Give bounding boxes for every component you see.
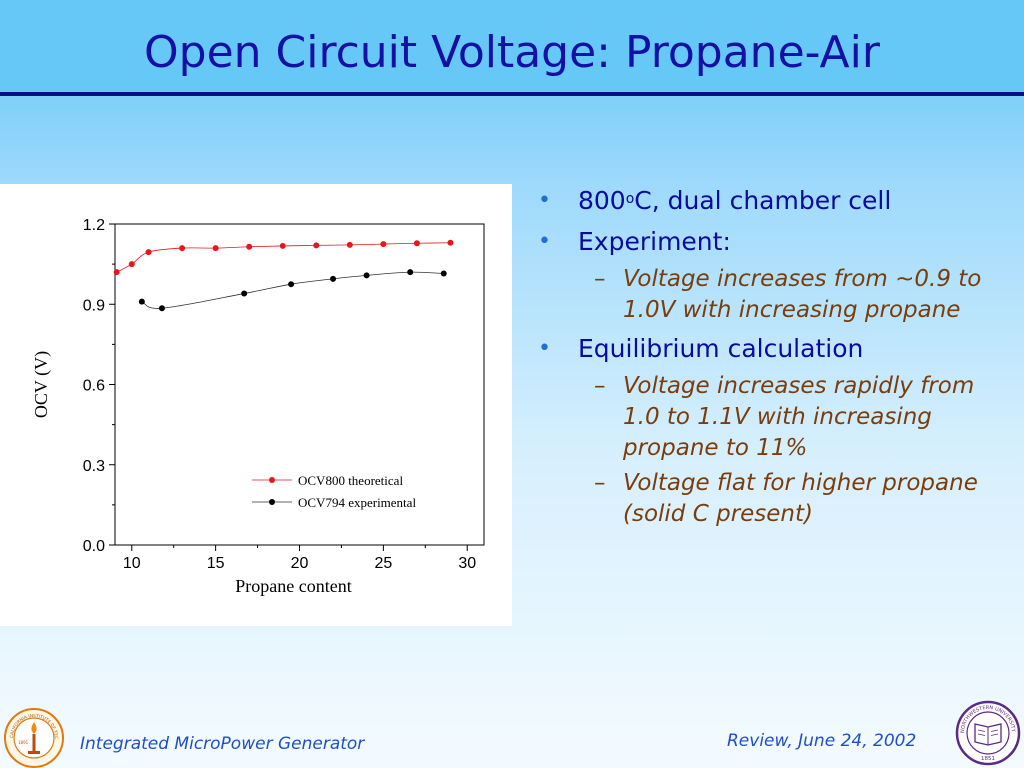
slide-title: Open Circuit Voltage: Propane-Air (144, 27, 880, 78)
y-tick-label: 0.0 (83, 538, 105, 555)
data-point-series-1 (145, 249, 152, 256)
sub-bullet-2-1: – Voltage increases from ~0.9 to 1.0V wi… (538, 264, 1008, 326)
data-point-series-2 (407, 269, 414, 276)
data-point-series-2 (330, 275, 337, 282)
data-point-series-2 (158, 305, 165, 312)
degree-superscript: o (625, 191, 635, 207)
bullet-dot-icon: • (538, 336, 551, 361)
bullet-1: • 800oC, dual chamber cell (538, 186, 1008, 216)
ocv-chart: 10 15 20 25 30 0.0 0.3 0.6 0.9 1.2 Propane content… (31, 217, 485, 596)
data-point-series-2 (138, 298, 145, 305)
sub-bullet-3-1: – Voltage increases rapidly from 1.0 to … (538, 371, 1008, 464)
x-tick-label: 30 (458, 555, 476, 572)
y-tick-label: 0.3 (83, 458, 105, 475)
caltech-year: 1891 (18, 740, 29, 745)
sub-bullet-3-2-text: Voltage flat for higher propane (solid C… (623, 470, 978, 527)
data-point-series-2 (440, 270, 447, 277)
data-point-series-1 (447, 239, 454, 246)
sub-bullet-3-2: – Voltage flat for higher propane (solid… (538, 468, 1008, 530)
dash-icon: – (594, 373, 606, 399)
y-tick-label: 1.2 (83, 217, 105, 234)
title-bar: Open Circuit Voltage: Propane-Air (0, 0, 1024, 96)
x-tick-label: 25 (374, 555, 392, 572)
caltech-seal-icon: CALIFORNIA INSTITUTE OF TECHNOLOGY 1891 (4, 704, 64, 768)
data-point-series-1 (246, 243, 253, 250)
series-line-2 (141, 271, 444, 309)
x-axis-label: Propane content (235, 576, 351, 596)
data-point-series-1 (212, 245, 219, 252)
northwestern-year: 1851 (981, 756, 995, 762)
data-point-series-1 (128, 261, 135, 268)
x-tick-label: 20 (291, 555, 309, 572)
y-axis-label: OCV (V) (31, 351, 52, 418)
footer-left-text: Integrated MicroPower Generator (80, 734, 365, 754)
legend-label: OCV794 experimental (298, 495, 416, 510)
legend-marker (269, 499, 275, 505)
data-point-series-1 (279, 242, 286, 249)
bullet-3: • Equilibrium calculation (538, 334, 1008, 364)
data-point-series-1 (346, 241, 353, 248)
sub-bullet-2-1-text: Voltage increases from ~0.9 to 1.0V with… (623, 266, 982, 323)
data-point-series-2 (288, 281, 295, 288)
dash-icon: – (594, 470, 606, 496)
bullet-dot-icon: • (538, 229, 551, 254)
legend-marker (269, 477, 275, 483)
data-point-series-2 (241, 290, 248, 297)
sub-bullet-3-1-text: Voltage increases rapidly from 1.0 to 1.… (623, 373, 975, 461)
y-tick-label: 0.6 (83, 378, 105, 395)
data-point-series-1 (113, 269, 120, 276)
bullet-2-text: Experiment: (578, 227, 731, 256)
legend-label: OCV800 theoretical (298, 473, 403, 488)
bullet-list: • 800oC, dual chamber cell • Experiment:… (538, 186, 1008, 538)
y-tick-label: 0.9 (83, 297, 105, 314)
northwestern-seal-icon: NORTHWESTERN UNIVERSITY 1851 (955, 700, 1021, 766)
data-point-series-1 (179, 245, 186, 252)
data-point-series-1 (380, 241, 387, 248)
footer-right-text: Review, June 24, 2002 (727, 731, 917, 751)
x-tick-label: 15 (207, 555, 225, 572)
data-point-series-2 (363, 272, 370, 279)
data-point-series-1 (413, 240, 420, 247)
data-point-series-1 (313, 242, 320, 249)
bullet-1-text: 800 (578, 186, 626, 215)
chart-panel: 10 15 20 25 30 0.0 0.3 0.6 0.9 1.2 Propane content… (0, 184, 512, 626)
x-tick-label: 10 (123, 555, 141, 572)
dash-icon: – (594, 266, 606, 292)
bullet-dot-icon: • (538, 188, 551, 213)
bullet-2: • Experiment: (538, 227, 1008, 257)
bullet-3-text: Equilibrium calculation (578, 334, 864, 363)
bullet-1-text-tail: C, dual chamber cell (634, 186, 892, 215)
